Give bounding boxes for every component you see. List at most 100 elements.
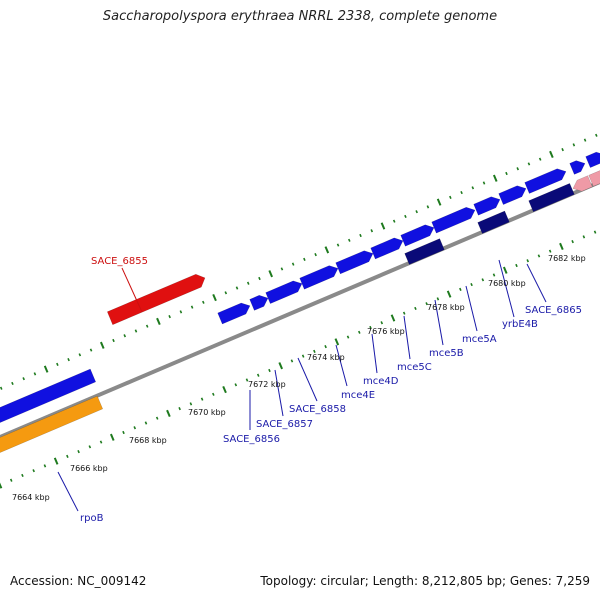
inner-tick [380, 321, 384, 325]
outer-tick [303, 257, 306, 261]
inner-tick [358, 330, 361, 334]
inner-tick [313, 349, 316, 353]
gene-label-mce5c[interactable]: mce5C [397, 362, 432, 373]
outer-tick [348, 238, 351, 242]
outer-tick [190, 305, 194, 309]
outer-tick [404, 214, 407, 219]
inner-tick [559, 242, 564, 251]
leader-line-mce5b [434, 299, 444, 346]
inner-tick [436, 297, 440, 301]
gene-label-mce4d[interactable]: mce4D [363, 376, 399, 387]
outer-tick [460, 190, 463, 195]
gene-label-sace-6856[interactable]: SACE_6856 [223, 434, 280, 445]
inner-tick [290, 359, 294, 363]
outer-tick [89, 348, 93, 352]
leader-line-sace-6858 [297, 357, 318, 402]
inner-tick [43, 464, 47, 468]
gene-mce5c[interactable] [370, 237, 404, 260]
outer-tick [112, 338, 115, 343]
inner-tick [537, 254, 541, 258]
gene-label-yrbe4b[interactable]: yrbE4B [502, 319, 538, 330]
leader-line-rpob [57, 471, 79, 512]
outer-tick [392, 219, 396, 223]
inner-tick [390, 314, 396, 322]
gene-mce5a[interactable] [431, 207, 476, 234]
scale-label-7664: 7664 kbp [12, 493, 50, 502]
inner-tick [144, 421, 148, 425]
outer-tick [179, 310, 183, 314]
gene-sace-6856[interactable] [217, 302, 251, 325]
gene-rpob[interactable] [0, 395, 104, 454]
inner-tick [324, 345, 327, 349]
inner-tick [122, 430, 125, 435]
inner-tick [256, 373, 260, 377]
scale-label-7674: 7674 kbp [307, 353, 345, 362]
scale-label-7676: 7676 kbp [367, 327, 405, 336]
leader-line-mce4d [371, 333, 378, 374]
inner-tick-ring [0, 230, 597, 489]
leader-line-mce4e [335, 344, 348, 387]
gene-yrbe4b[interactable] [477, 210, 510, 234]
inner-tick [9, 478, 13, 482]
gene-mce5a-rev[interactable] [404, 238, 445, 265]
gene-sace-6855[interactable] [106, 273, 206, 326]
gene-features [0, 151, 600, 454]
inner-tick [470, 282, 473, 287]
inner-tick [459, 287, 462, 291]
gene-label-rpob[interactable]: rpoB [80, 513, 104, 524]
gene-next-2[interactable] [524, 168, 567, 194]
outer-tick [527, 162, 531, 166]
outer-tick [370, 229, 374, 233]
outer-tick [156, 317, 161, 326]
gene-label-sace-6857[interactable]: SACE_6857 [256, 419, 313, 430]
gene-pink-1[interactable] [572, 175, 593, 192]
outer-tick [33, 372, 37, 376]
inner-tick [414, 306, 417, 311]
gene-mce4d[interactable] [335, 250, 374, 275]
scale-label-7678: 7678 kbp [427, 303, 465, 312]
outer-tick [359, 233, 362, 238]
inner-tick [492, 273, 496, 277]
inner-tick [88, 445, 92, 449]
inner-tick [593, 230, 597, 234]
outer-tick [246, 281, 250, 285]
gene-next-1[interactable] [498, 185, 527, 205]
inner-tick [481, 278, 485, 282]
gene-next-3[interactable] [569, 160, 586, 175]
gene-label-sace-6855[interactable]: SACE_6855 [91, 256, 148, 267]
leader-line-sace-6855 [121, 267, 143, 313]
gene-sace-6865-rev[interactable] [528, 183, 575, 213]
gene-label-sace-6858[interactable]: SACE_6858 [289, 404, 346, 415]
gene-mce5b[interactable] [400, 224, 435, 247]
gene-rpob-blue[interactable] [0, 368, 97, 424]
inner-tick [278, 362, 283, 370]
inner-tick [133, 426, 137, 430]
outer-tick [123, 334, 127, 338]
scale-label-7672: 7672 kbp [248, 380, 286, 389]
inner-tick [109, 433, 115, 441]
gene-pink-2[interactable] [588, 169, 600, 187]
gene-label-mce4e[interactable]: mce4E [341, 390, 375, 401]
gene-mce4e[interactable] [299, 265, 339, 290]
gene-yrbe4b-fwd[interactable] [473, 196, 501, 216]
gene-label-mce5b[interactable]: mce5B [429, 348, 464, 359]
gene-sace-6857[interactable] [249, 295, 269, 311]
outer-tick [99, 341, 105, 349]
outer-tick [212, 293, 217, 302]
gene-next-4[interactable] [585, 151, 600, 168]
gene-label-mce5a[interactable]: mce5A [462, 334, 497, 345]
outer-tick [324, 246, 330, 254]
topology-text: Topology: circular; Length: 8,212,805 bp… [260, 574, 590, 588]
outer-tick [538, 157, 542, 161]
gene-sace-6858[interactable] [265, 280, 303, 304]
outer-tick [482, 181, 486, 185]
gene-label-sace-6865[interactable]: SACE_6865 [525, 305, 582, 316]
inner-tick [53, 457, 59, 465]
inner-tick [234, 383, 238, 387]
leader-line-mce5c [403, 315, 411, 360]
inner-tick [334, 338, 340, 346]
outer-tick [56, 362, 59, 366]
outer-tick [471, 186, 475, 190]
outer-tick [291, 262, 295, 266]
